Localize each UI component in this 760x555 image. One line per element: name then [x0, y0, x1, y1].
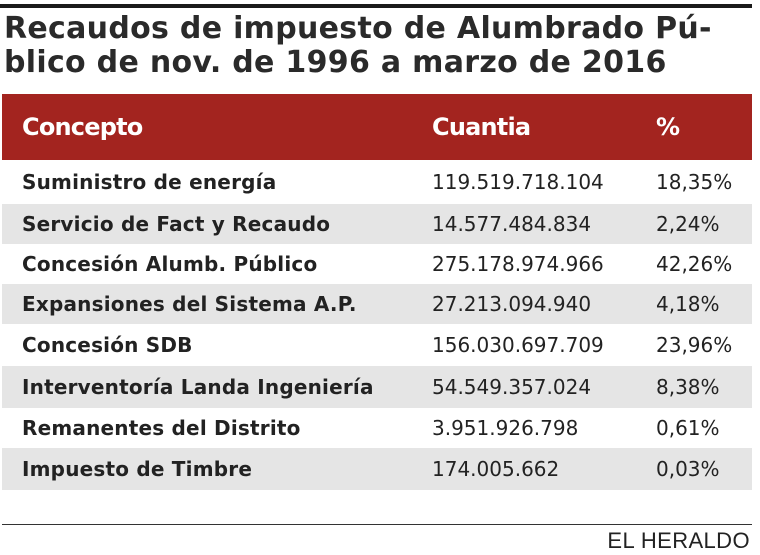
concept-cell: Concesión Alumb. Público [22, 252, 318, 276]
amount-cell: 174.005.662 [432, 457, 560, 481]
concept-cell: Interventoría Landa Ingeniería [22, 375, 374, 399]
chart-title: Recaudos de impuesto de Alumbrado Pú- bl… [4, 12, 752, 80]
title-line-2: blico de nov. de 1996 a marzo de 2016 [4, 45, 667, 80]
amount-cell: 27.213.094.940 [432, 292, 592, 316]
table-row: Impuesto de Timbre 174.005.662 0,03% [2, 448, 752, 490]
header-concepto: Concepto [22, 113, 143, 141]
table-row: Interventoría Landa Ingeniería 54.549.357… [2, 366, 752, 408]
percent-cell: 0,61% [656, 416, 720, 440]
concept-cell: Suministro de energía [22, 170, 277, 194]
amount-cell: 54.549.357.024 [432, 375, 592, 399]
percent-cell: 4,18% [656, 292, 720, 316]
table-header: Concepto Cuantia % [2, 94, 752, 160]
percent-cell: 23,96% [656, 333, 733, 357]
table-row: Concesión SDB 156.030.697.709 23,96% [2, 324, 752, 366]
concept-cell: Expansiones del Sistema A.P. [22, 292, 357, 316]
concept-cell: Impuesto de Timbre [22, 457, 253, 481]
table-row: Concesión Alumb. Público 275.178.974.966 4… [2, 244, 752, 284]
top-rule [0, 4, 752, 8]
header-percent: % [656, 113, 680, 141]
amount-cell: 3.951.926.798 [432, 416, 579, 440]
table-row: Suministro de energía 119.519.718.104 18,3… [2, 160, 752, 204]
header-cuantia: Cuantia [432, 113, 531, 141]
amount-cell: 275.178.974.966 [432, 252, 604, 276]
percent-cell: 2,24% [656, 212, 720, 236]
percent-cell: 18,35% [656, 170, 733, 194]
concept-cell: Concesión SDB [22, 333, 193, 357]
table-row: Expansiones del Sistema A.P. 27.213.094.9… [2, 284, 752, 324]
percent-cell: 42,26% [656, 252, 733, 276]
bottom-rule [2, 524, 752, 525]
source-credit: EL HERALDO [607, 528, 750, 553]
percent-cell: 0,03% [656, 457, 720, 481]
table-body: Suministro de energía 119.519.718.104 18,3… [2, 160, 752, 490]
amount-cell: 14.577.484.834 [432, 212, 592, 236]
percent-cell: 8,38% [656, 375, 720, 399]
data-table: Concepto Cuantia % Suministro de energía… [2, 94, 752, 490]
amount-cell: 156.030.697.709 [432, 333, 604, 357]
amount-cell: 119.519.718.104 [432, 170, 604, 194]
table-row: Remanentes del Distrito 3.951.926.798 0,61… [2, 408, 752, 448]
concept-cell: Remanentes del Distrito [22, 416, 301, 440]
concept-cell: Servicio de Fact y Recaudo [22, 212, 331, 236]
table-row: Servicio de Fact y Recaudo 14.577.484.834… [2, 204, 752, 244]
title-line-1: Recaudos de impuesto de Alumbrado Pú- [4, 11, 712, 46]
